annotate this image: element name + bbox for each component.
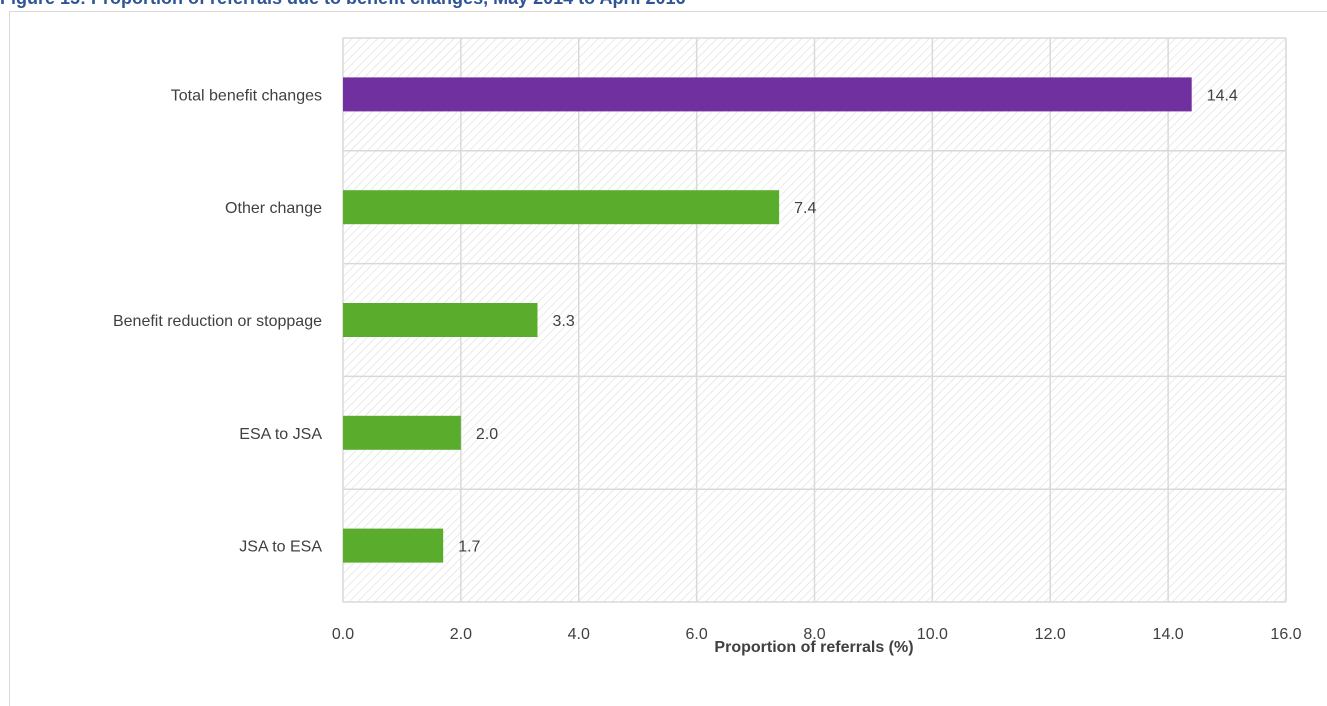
bar	[343, 415, 461, 450]
bar	[343, 528, 444, 563]
bar	[343, 190, 780, 225]
data-label: 1.7	[458, 539, 480, 556]
data-label: 2.0	[476, 426, 498, 443]
x-tick-label: 8.0	[803, 626, 825, 643]
chart-title: Figure 15: Proportion of referrals due t…	[0, 0, 686, 9]
category-label: Total benefit changes	[171, 87, 322, 104]
x-tick-label: 0.0	[332, 626, 354, 643]
x-tick-label: 6.0	[686, 626, 708, 643]
data-label: 14.4	[1207, 87, 1238, 104]
x-tick-label: 14.0	[1153, 626, 1184, 643]
bar	[343, 77, 1192, 112]
x-tick-label: 12.0	[1035, 626, 1066, 643]
category-label: Benefit reduction or stoppage	[113, 313, 322, 330]
category-label: Other change	[225, 200, 322, 217]
chart-frame	[9, 11, 1327, 706]
x-tick-label: 16.0	[1270, 626, 1301, 643]
x-tick-label: 4.0	[568, 626, 590, 643]
data-label: 7.4	[794, 200, 816, 217]
data-label: 3.3	[552, 313, 574, 330]
category-label: ESA to JSA	[239, 426, 322, 443]
plot-area: 0.0 2.0 4.0 6.0 8.0 10.0 12.0 14.0 16.0 Total ben…	[113, 37, 1302, 643]
bar	[343, 303, 538, 337]
x-axis-title: Proportion of referrals (%)	[714, 639, 913, 656]
x-tick-label: 10.0	[917, 626, 948, 643]
x-tick-label: 2.0	[450, 626, 472, 643]
category-label: JSA to ESA	[239, 539, 322, 556]
